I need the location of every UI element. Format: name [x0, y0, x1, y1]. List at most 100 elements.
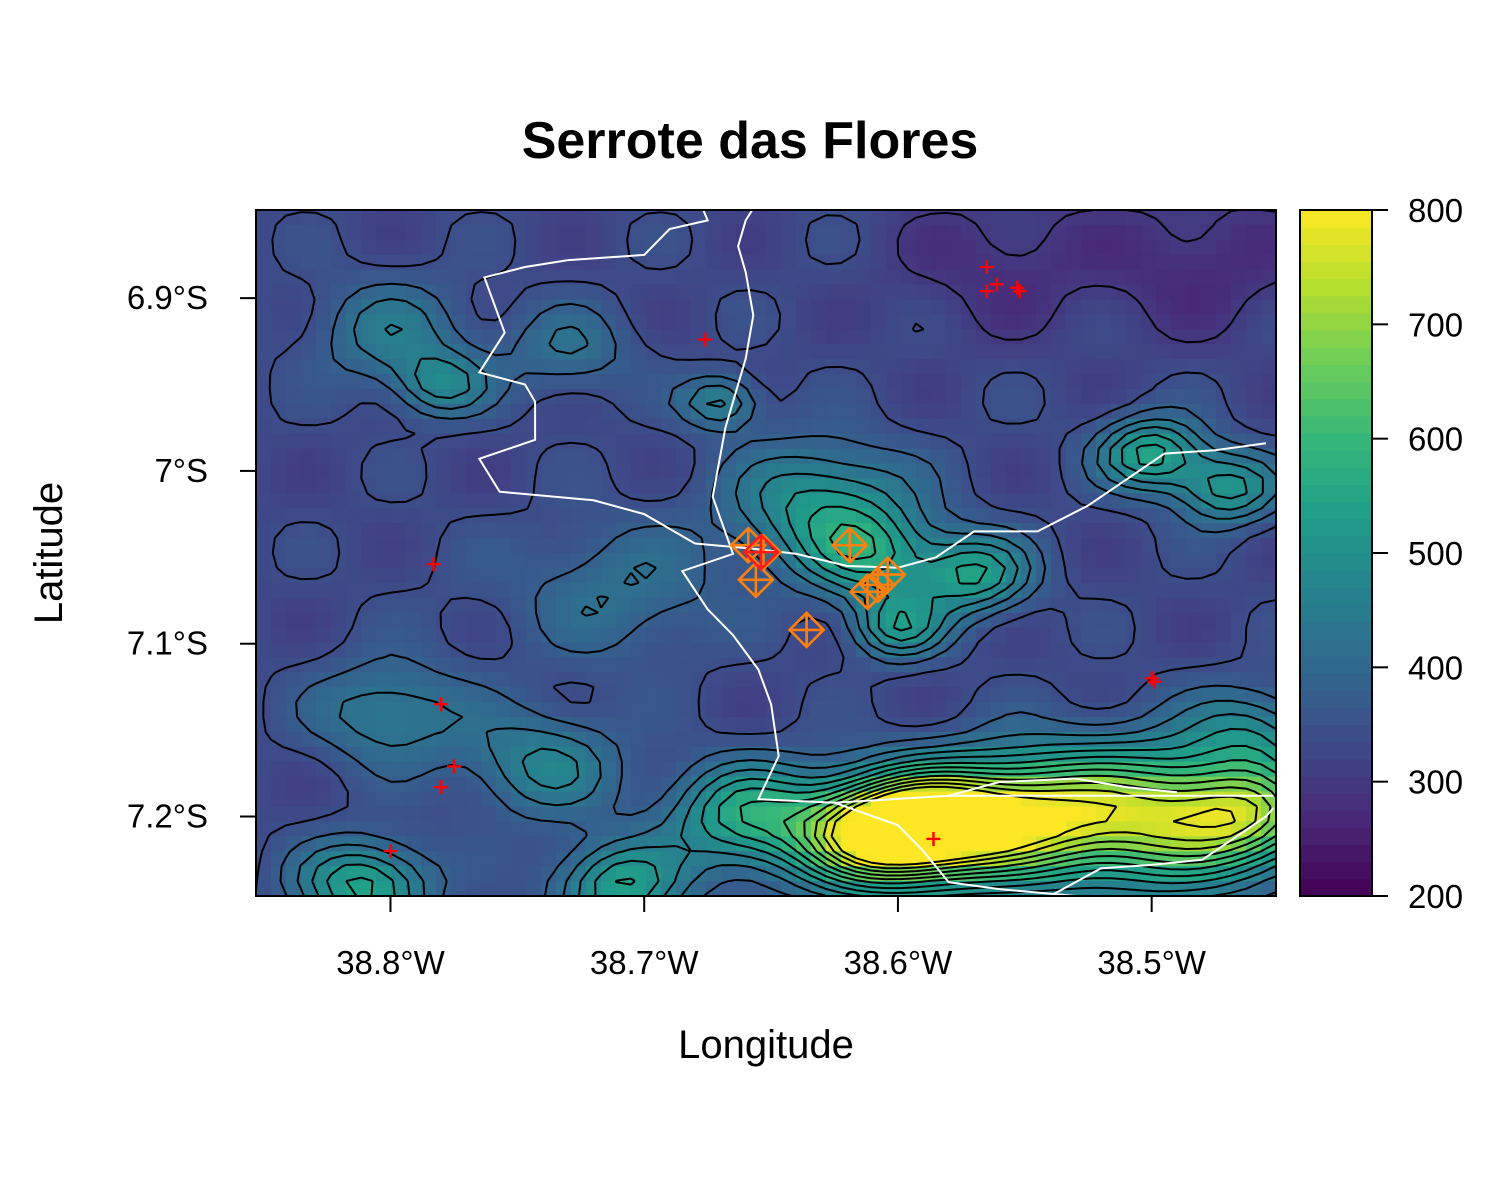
heatmap-cell: [466, 657, 482, 673]
heatmap-cell: [631, 239, 647, 256]
heatmap-cell: [1051, 254, 1067, 271]
heatmap-cell: [331, 731, 347, 748]
heatmap-cell: [1231, 582, 1247, 599]
heatmap-cell: [331, 299, 347, 315]
heatmap-cell: [301, 627, 317, 644]
heatmap-cell: [916, 403, 932, 420]
heatmap-cell: [1126, 702, 1142, 718]
heatmap-cell: [976, 433, 992, 450]
heatmap-cell: [511, 269, 527, 286]
heatmap-cell: [376, 299, 392, 315]
heatmap-cell: [421, 582, 437, 599]
heatmap-cell: [856, 314, 872, 330]
heatmap-cell: [1201, 717, 1217, 733]
heatmap-cell: [1066, 523, 1082, 539]
heatmap-cell: [1216, 687, 1232, 703]
heatmap-cell: [1066, 418, 1082, 435]
border-line: [477, 210, 1267, 569]
heatmap-cell: [301, 717, 317, 733]
heatmap-cell: [991, 836, 1007, 852]
colorbar-swatch: [1300, 861, 1372, 880]
heatmap-cell: [271, 448, 287, 465]
heatmap-cell: [631, 224, 647, 241]
heatmap-cell: [916, 881, 932, 896]
heatmap-cell: [391, 657, 407, 673]
heatmap-cell: [526, 329, 542, 345]
heatmap-cell: [826, 493, 842, 509]
heatmap-cell: [556, 642, 572, 658]
heatmap-cell: [736, 881, 752, 896]
heatmap-cell: [1006, 642, 1022, 658]
heatmap-cell: [271, 508, 287, 524]
heatmap-cell: [781, 224, 797, 241]
heatmap-cell: [301, 791, 317, 808]
heatmap-cell: [1141, 761, 1157, 778]
heatmap-cell: [841, 388, 857, 405]
heatmap-cell: [1111, 806, 1127, 823]
heatmap-cell: [916, 731, 932, 748]
heatmap-cell: [406, 672, 422, 688]
heatmap-cell: [1216, 478, 1232, 494]
heatmap-cell: [1186, 210, 1202, 226]
heatmap-cell: [526, 254, 542, 271]
heatmap-cell: [1021, 403, 1037, 420]
contour-line: [256, 211, 1276, 891]
heatmap-cell: [1216, 224, 1232, 241]
heatmap-cell: [811, 702, 827, 718]
heatmap-cell: [841, 403, 857, 420]
heatmap-cell: [646, 403, 662, 420]
heatmap-cell: [1051, 493, 1067, 509]
heatmap-cell: [856, 657, 872, 673]
heatmap-cell: [421, 672, 437, 688]
heatmap-cell: [391, 210, 407, 226]
heatmap-cell: [841, 731, 857, 748]
heatmap-cell: [316, 269, 332, 286]
heatmap-cell: [901, 224, 917, 241]
heatmap-cell: [391, 448, 407, 465]
heatmap-cell: [766, 523, 782, 539]
heatmap-cell: [661, 433, 677, 450]
heatmap-cell: [256, 642, 272, 658]
heatmap-cell: [931, 284, 947, 301]
heatmap-cell: [1096, 627, 1112, 644]
heatmap-cell: [1006, 388, 1022, 405]
heatmap-cell: [616, 672, 632, 688]
heatmap-cell: [961, 269, 977, 286]
heatmap-cell: [721, 702, 737, 718]
heatmap-cell: [871, 239, 887, 256]
heatmap-cell: [691, 851, 707, 867]
heatmap-cell: [916, 374, 932, 390]
heatmap-cell: [1201, 269, 1217, 286]
heatmap-cell: [586, 821, 602, 837]
heatmap-cell: [1201, 344, 1217, 360]
heatmap-cell: [661, 508, 677, 524]
heatmap-cell: [796, 269, 812, 286]
heatmap-cell: [451, 538, 467, 554]
heatmap-cell: [826, 210, 842, 226]
heatmap-cell: [886, 374, 902, 390]
heatmap-cell: [781, 806, 797, 823]
heatmap-cell: [916, 224, 932, 241]
heatmap-cell: [766, 418, 782, 435]
heatmap-cell: [721, 806, 737, 823]
heatmap-cell: [931, 508, 947, 524]
heatmap-cell: [826, 672, 842, 688]
heatmap-cell: [1051, 582, 1067, 599]
heatmap-cell: [1141, 359, 1157, 375]
heatmap-cell: [496, 582, 512, 599]
heatmap-cell: [361, 582, 377, 599]
colorbar-swatch: [1300, 518, 1372, 537]
heatmap-cell: [781, 567, 797, 584]
heatmap-cell: [1036, 761, 1052, 778]
heatmap-cell: [541, 553, 557, 569]
heatmap-cell: [1096, 672, 1112, 688]
heatmap-cell: [301, 523, 317, 539]
heatmap-cell: [991, 359, 1007, 375]
heatmap-cell: [541, 523, 557, 539]
heatmap-cell: [406, 463, 422, 480]
heatmap-cell: [871, 523, 887, 539]
heatmap-cell: [346, 388, 362, 405]
heatmap-cell: [1186, 523, 1202, 539]
heatmap-cell: [1216, 672, 1232, 688]
heatmap-cell: [586, 731, 602, 748]
